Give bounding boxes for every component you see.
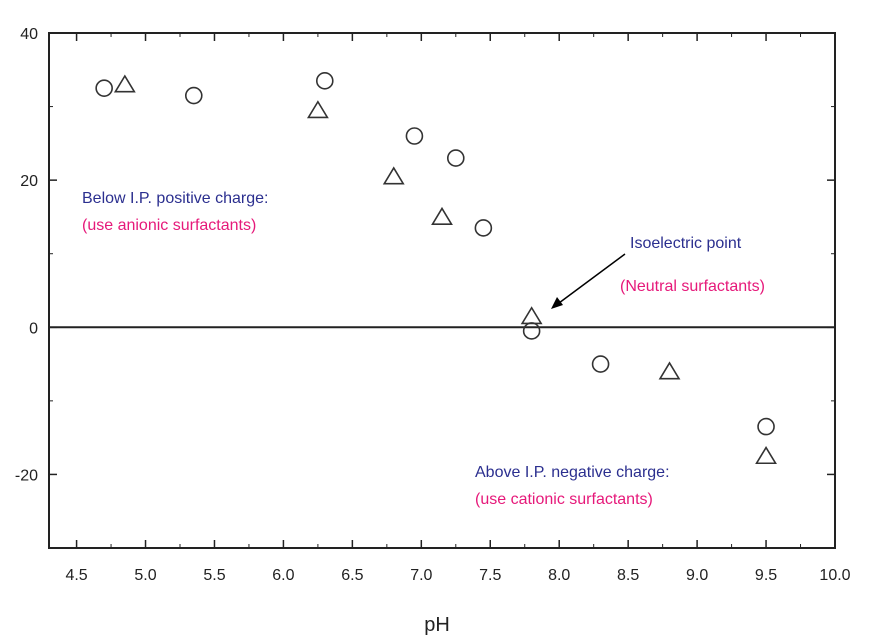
circle-point-7 [591,355,610,373]
circle-point-4 [446,149,465,167]
y-tick-label-0: -20 [15,467,38,484]
axis-tick-labels: 4.5 5.0 5.5 6.0 6.5 7.0 7.5 8.0 8.5 9.0 9.5 10.0 -20… [15,26,851,584]
isoelectric-arrow-shaft [558,253,626,304]
isoelectric-arrow-head [551,297,563,309]
x-tick-label-10: 9.5 [755,567,777,584]
triangle-point-0 [113,74,136,93]
circle-point-0 [95,79,113,97]
x-tick-label-9: 9.0 [686,567,708,584]
annotation-isoelectric: Isoelectric point (Neutral surfactants) [551,235,765,309]
circle-point-3 [405,127,424,145]
circle-point-5 [474,219,493,237]
x-tick-label-11: 10.0 [819,567,850,584]
x-axis-title: pH [424,614,450,636]
x-tick-label-8: 8.5 [617,567,639,584]
y-tick-label-3: 40 [20,26,38,43]
axis-ticks [49,32,836,548]
annotation-above-line2: (use cationic surfactants) [475,491,653,508]
x-tick-label-4: 6.5 [341,567,363,584]
y-tick-label-1: 0 [29,320,38,337]
x-tick-label-5: 7.0 [410,567,432,584]
triangle-point-4 [520,306,543,325]
annotation-iso-line1: Isoelectric point [630,235,742,252]
circle-point-2 [315,72,334,90]
annotation-iso-line2: (Neutral surfactants) [620,278,765,295]
annotation-below-line2: (use anionic surfactants) [82,217,256,234]
x-tick-label-6: 7.5 [479,567,501,584]
plot-border [48,32,836,549]
circle-point-6 [522,322,541,340]
x-tick-label-3: 6.0 [272,567,294,584]
circle-point-1 [184,86,203,105]
annotation-above-line1: Above I.P. negative charge: [475,464,670,481]
x-tick-label-2: 5.5 [203,567,225,584]
x-tick-label-1: 5.0 [134,567,156,584]
data-markers [95,72,777,465]
annotation-above-ip: Above I.P. negative charge: (use cationi… [475,464,670,508]
plot-area [48,32,836,549]
triangle-point-5 [658,361,681,380]
x-tick-label-0: 4.5 [65,567,87,584]
y-tick-label-2: 20 [20,173,38,190]
triangle-point-6 [755,445,777,465]
x-tick-label-7: 8.0 [548,567,570,584]
triangle-point-1 [306,100,329,119]
circle-point-8 [757,417,775,436]
annotation-below-line1: Below I.P. positive charge: [82,190,268,207]
triangle-point-2 [382,166,405,185]
annotation-below-ip: Below I.P. positive charge: (use anionic… [82,190,268,234]
triangle-point-3 [431,206,453,225]
